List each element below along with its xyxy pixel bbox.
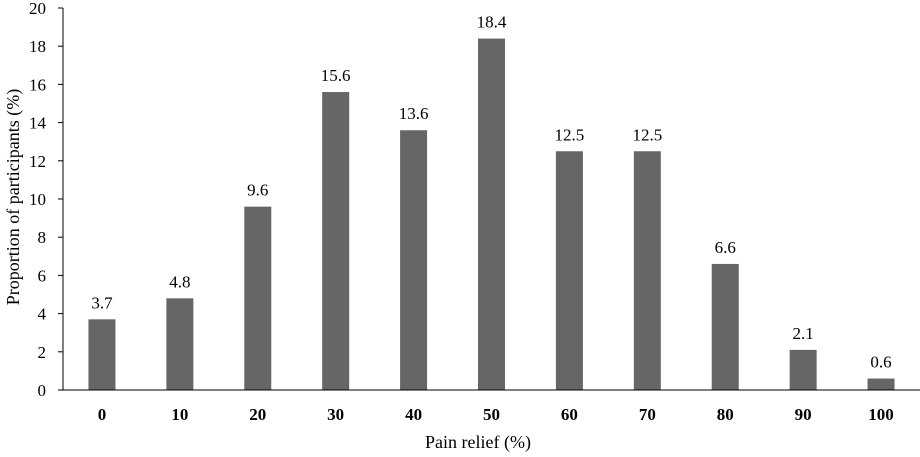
data-label: 18.4 — [477, 13, 507, 32]
x-tick-label: 10 — [171, 405, 188, 424]
data-label: 12.5 — [632, 125, 662, 144]
x-tick-label: 80 — [717, 405, 734, 424]
y-tick-label: 20 — [29, 0, 46, 18]
x-tick-label: 40 — [405, 405, 422, 424]
data-label: 0.6 — [870, 353, 891, 372]
y-tick-label: 4 — [38, 305, 47, 324]
x-tick-label: 90 — [795, 405, 812, 424]
bar — [711, 263, 739, 390]
y-tick-label: 14 — [29, 114, 47, 133]
bar — [633, 151, 661, 390]
x-axis-title: Pain relief (%) — [425, 432, 531, 453]
data-label: 15.6 — [321, 66, 351, 85]
y-tick-label: 16 — [29, 75, 46, 94]
bar — [322, 92, 350, 390]
data-label: 13.6 — [399, 104, 429, 123]
bar — [478, 38, 505, 391]
y-axis-title: Proportion of participants (%) — [3, 89, 24, 305]
y-tick-label: 12 — [29, 152, 46, 171]
data-label: 3.7 — [91, 293, 113, 312]
data-label: 2.1 — [793, 324, 814, 343]
x-tick-label: 0 — [98, 405, 107, 424]
data-label: 12.5 — [555, 125, 585, 144]
data-labels: 3.7 4.8 9.6 15.6 13.6 18.4 12.5 12.5 6.6 2.1 0.6 — [91, 13, 891, 372]
bars — [88, 38, 895, 391]
x-tick-label: 50 — [483, 405, 500, 424]
bar — [88, 319, 116, 390]
bar — [555, 151, 583, 390]
y-tick-label: 18 — [29, 37, 46, 56]
x-tick-label: 60 — [561, 405, 578, 424]
data-label: 4.8 — [169, 272, 190, 291]
y-tick-label: 10 — [29, 190, 46, 209]
bar — [244, 206, 272, 390]
data-label: 6.6 — [715, 238, 736, 257]
y-tick-label: 6 — [38, 266, 47, 285]
x-tick-label: 20 — [249, 405, 266, 424]
x-tick-label: 30 — [327, 405, 344, 424]
x-axis: 0 10 20 30 40 50 60 70 80 90 100 — [63, 389, 920, 424]
bar — [789, 349, 817, 390]
x-tick-label: 100 — [868, 405, 894, 424]
bar — [867, 378, 895, 390]
data-label: 9.6 — [247, 181, 268, 200]
x-tick-label: 70 — [639, 405, 656, 424]
bar — [166, 298, 194, 390]
y-tick-label: 0 — [38, 381, 47, 400]
y-tick-label: 8 — [38, 228, 47, 247]
y-axis: 0 2 4 6 8 10 12 14 16 18 20 — [29, 0, 64, 400]
bar — [400, 130, 428, 391]
y-tick-label: 2 — [38, 343, 47, 362]
